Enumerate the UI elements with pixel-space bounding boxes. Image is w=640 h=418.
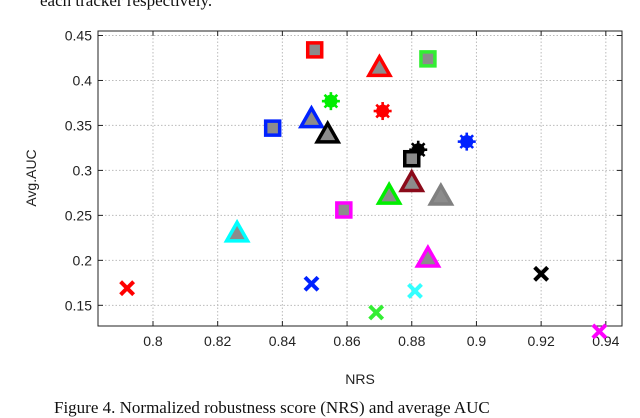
data-point-cross [407,283,423,299]
y-axis-label: Avg.AUC [23,149,39,206]
data-point-star [321,92,340,111]
figure-caption: Figure 4. Normalized robustness score (N… [54,398,490,417]
preceding-text-fragment: each tracker respectively. [40,0,213,10]
data-point-cross [368,304,385,321]
data-point-cross [303,275,320,292]
data-point-triangle [223,218,251,243]
data-point-star [457,132,476,151]
y-tick-label: 0.2 [73,252,93,268]
data-point-square [403,149,421,168]
y-tick-label: 0.15 [65,297,92,313]
data-point-triangle [375,181,403,205]
x-axis-label: NRS [345,371,375,387]
data-point-cross [591,323,608,340]
y-tick-label: 0.25 [65,207,92,223]
data-point-square [305,41,324,59]
data-points [119,41,608,340]
data-point-square [263,119,282,137]
data-point-cross [119,280,136,297]
x-tick-label: 0.82 [204,333,231,349]
y-tick-label: 0.35 [65,117,92,133]
x-tick-label: 0.88 [398,333,425,349]
x-axis-ticks: 0.8 0.82 0.84 0.86 0.88 0.9 0.92 0.94 [143,31,620,349]
x-tick-label: 0.94 [592,333,619,349]
plot-frame [97,30,623,327]
x-tick-label: 0.86 [333,333,360,349]
data-point-triangle [398,168,426,193]
x-tick-label: 0.84 [269,333,296,349]
data-point-square [335,201,353,219]
scatter-chart: 0.8 0.82 0.84 0.86 0.88 0.9 0.92 0.94 0.150.20.… [23,27,623,387]
y-tick-label: 0.3 [73,162,93,178]
x-tick-label: 0.9 [467,333,487,349]
grid-lines [98,31,622,326]
data-point-triangle [414,244,442,268]
x-tick-label: 0.8 [143,333,163,349]
data-point-star [373,102,392,121]
x-tick-label: 0.92 [528,333,555,349]
data-point-triangle [427,181,455,206]
y-axis-ticks: 0.15 0.2 0.25 0.3 0.35 0.4 0.45 [65,27,622,313]
data-point-cross [533,265,550,282]
y-tick-label: 0.45 [65,27,92,43]
data-point-triangle [365,53,393,78]
data-point-triangle [297,104,325,129]
y-tick-label: 0.4 [73,72,93,88]
data-point-triangle [314,119,342,144]
data-point-square [419,50,437,68]
